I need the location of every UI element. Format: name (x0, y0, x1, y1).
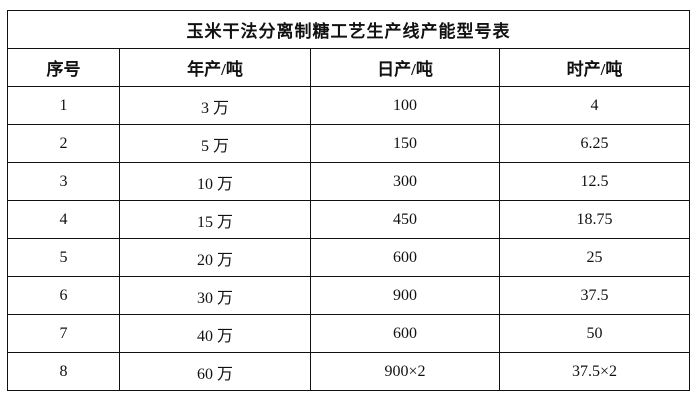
table-row: 8 60 万 900×2 37.5×2 (7, 352, 690, 391)
table-cell: 8 (7, 352, 120, 391)
table-cell: 6 (7, 276, 120, 315)
table-cell: 60 万 (119, 352, 311, 391)
table-title: 玉米干法分离制糖工艺生产线产能型号表 (7, 10, 690, 49)
table-cell: 15 万 (119, 200, 311, 239)
table-cell: 20 万 (119, 238, 311, 277)
table-cell: 1 (7, 86, 120, 125)
column-header: 年产/吨 (119, 48, 311, 87)
table-cell: 25 (499, 238, 690, 277)
table-cell: 900 (310, 276, 500, 315)
table-cell: 18.75 (499, 200, 690, 239)
table-cell: 6.25 (499, 124, 690, 163)
table-cell: 300 (310, 162, 500, 201)
table-cell: 600 (310, 314, 500, 353)
table-cell: 40 万 (119, 314, 311, 353)
table-row: 4 15 万 450 18.75 (7, 200, 690, 239)
table-cell: 37.5×2 (499, 352, 690, 391)
table-cell: 5 万 (119, 124, 311, 163)
table-cell: 10 万 (119, 162, 311, 201)
table-cell: 37.5 (499, 276, 690, 315)
table-cell: 4 (7, 200, 120, 239)
table-row: 6 30 万 900 37.5 (7, 276, 690, 315)
table-cell: 900×2 (310, 352, 500, 391)
column-header: 时产/吨 (499, 48, 690, 87)
column-header: 日产/吨 (310, 48, 500, 87)
table-row: 5 20 万 600 25 (7, 238, 690, 277)
table-cell: 50 (499, 314, 690, 353)
table-cell: 2 (7, 124, 120, 163)
table-cell: 600 (310, 238, 500, 277)
table-cell: 3 (7, 162, 120, 201)
column-header: 序号 (7, 48, 120, 87)
table-row: 3 10 万 300 12.5 (7, 162, 690, 201)
table-cell: 100 (310, 86, 500, 125)
table-cell: 4 (499, 86, 690, 125)
table-cell: 150 (310, 124, 500, 163)
table-cell: 30 万 (119, 276, 311, 315)
table-cell: 12.5 (499, 162, 690, 201)
table-cell: 5 (7, 238, 120, 277)
table-cell: 450 (310, 200, 500, 239)
table-cell: 3 万 (119, 86, 311, 125)
table-cell: 7 (7, 314, 120, 353)
table-row: 7 40 万 600 50 (7, 314, 690, 353)
header-row: 序号 年产/吨 日产/吨 时产/吨 (7, 48, 690, 87)
